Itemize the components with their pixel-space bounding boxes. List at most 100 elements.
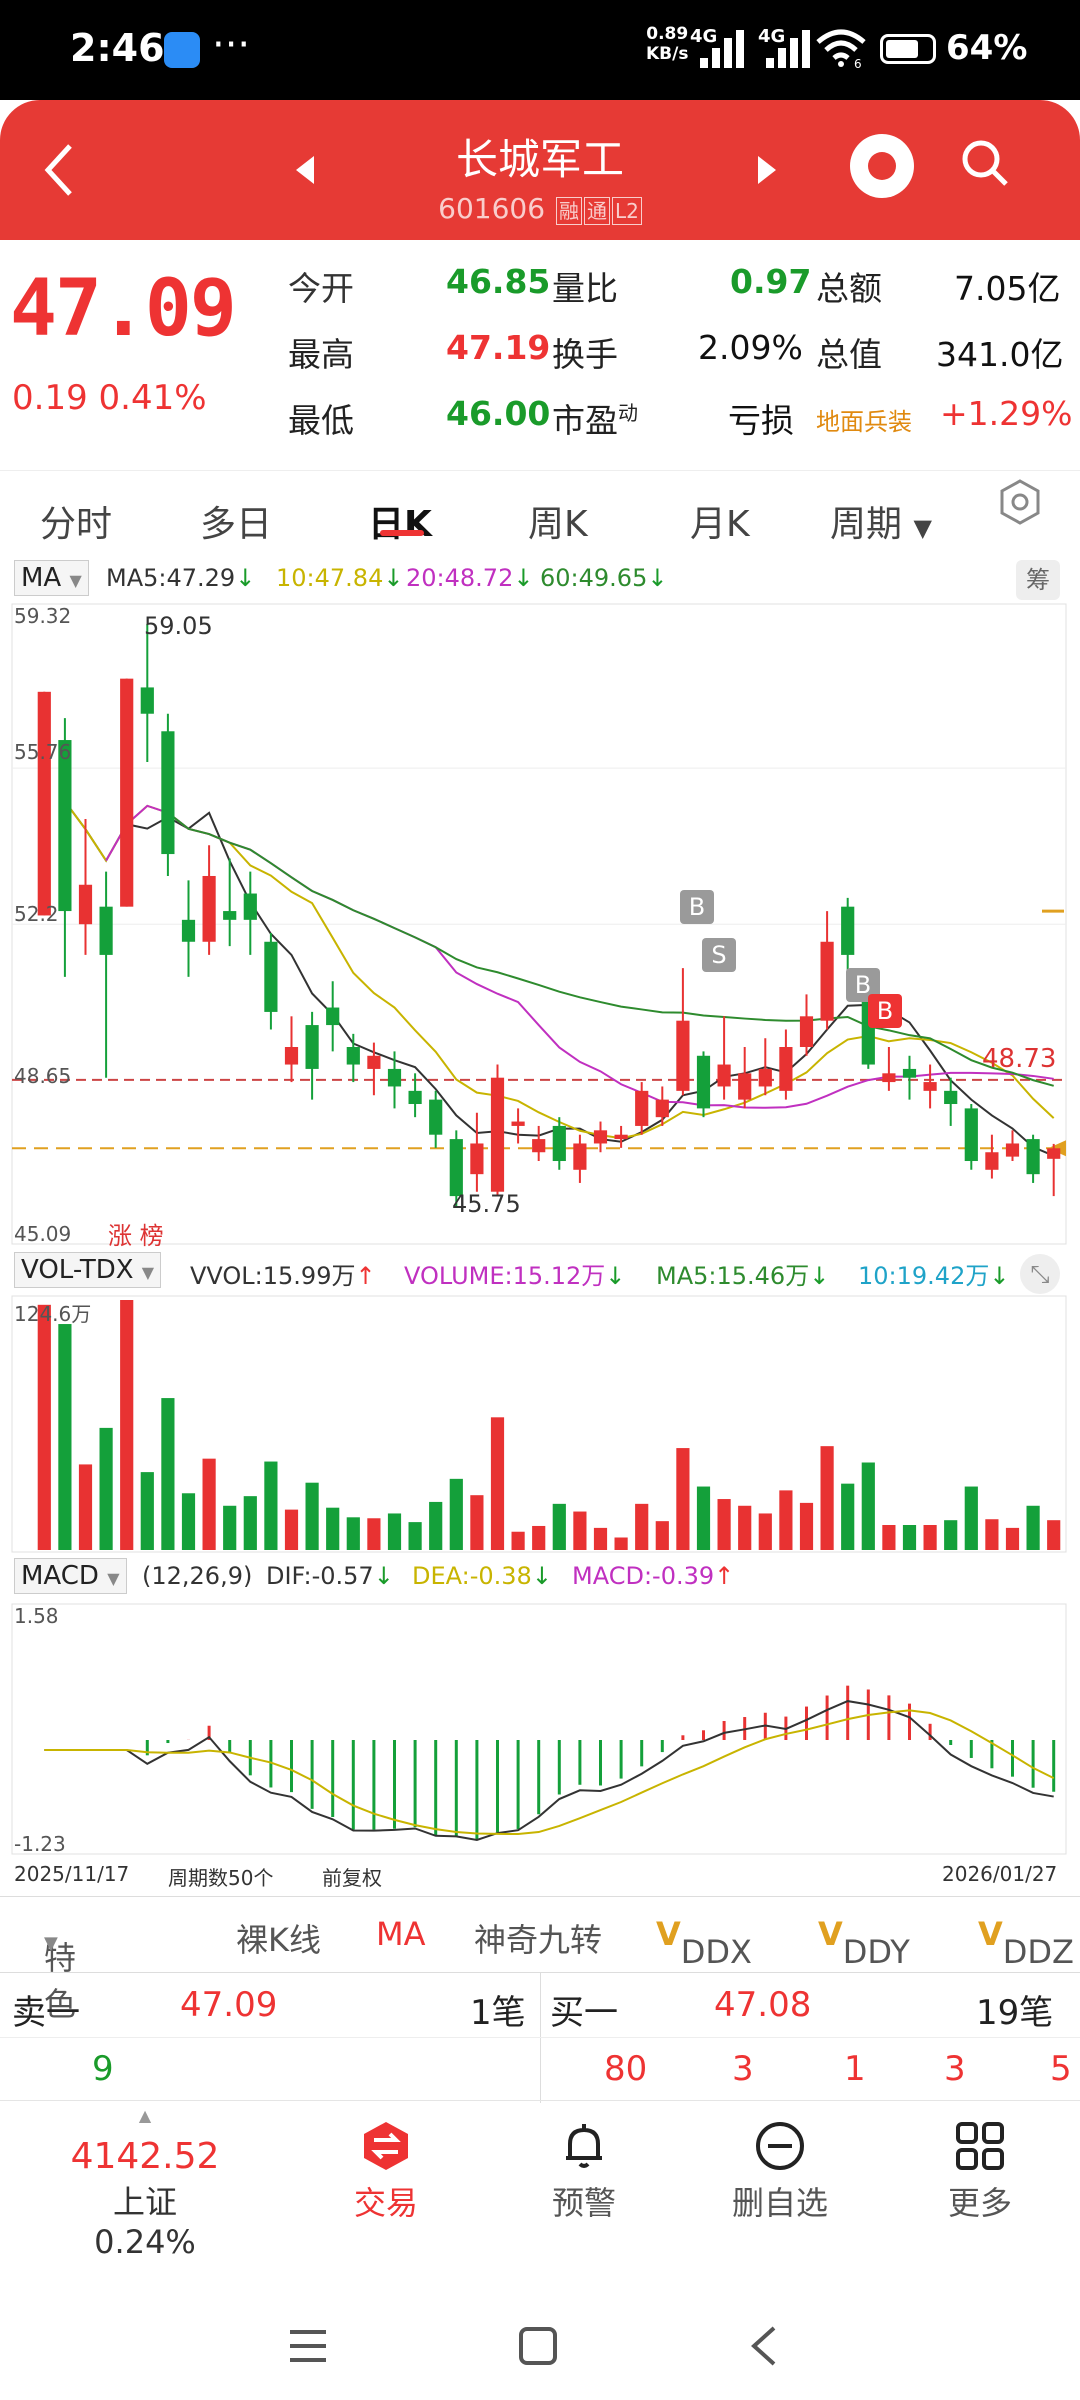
tool-ddy[interactable]: V DDY: [818, 1915, 910, 1971]
nav-trade[interactable]: 交易: [306, 2106, 466, 2224]
volume-bar: [593, 1527, 608, 1550]
candle-body: [923, 1082, 937, 1091]
volume-bar: [676, 1448, 690, 1550]
index-ticker[interactable]: ▲ 4142.52 上证 0.24%: [60, 2106, 230, 2261]
notification-app-icon: [164, 32, 200, 68]
candle-body: [779, 1047, 793, 1091]
ma10-line: [64, 800, 1055, 1140]
quote-value-low: 46.00: [446, 394, 551, 433]
signal-marker-sell[interactable]: S: [702, 938, 736, 972]
trade-icon: [364, 2122, 408, 2170]
tool-magic-nine[interactable]: 神奇九转: [474, 1921, 603, 1959]
connect-tag: 通: [583, 197, 610, 225]
macd-indicator-select[interactable]: MACD ▼: [14, 1558, 127, 1594]
period-count: 周期数50个: [168, 1866, 274, 1890]
volume-bar: [120, 1300, 134, 1550]
adjust-mode[interactable]: 前复权: [322, 1866, 382, 1890]
caret-up-icon: ▲: [138, 2106, 152, 2125]
net-speed: 0.89 KB/s: [646, 24, 689, 64]
chip-distribution-button[interactable]: 筹: [1016, 560, 1060, 600]
volume-bar: [58, 1324, 72, 1550]
candle-body: [470, 1143, 484, 1175]
candle-body: [820, 941, 834, 1021]
volume-bar: [284, 1509, 299, 1550]
signal-bars-2-icon: [766, 30, 816, 68]
vvol-value: VVOL:15.99万↑: [190, 1262, 376, 1290]
menu-icon[interactable]: [288, 2328, 328, 2364]
dif-line: [44, 1700, 1054, 1842]
nav-alert[interactable]: 预警: [504, 2106, 664, 2224]
candle-body: [408, 1090, 422, 1105]
home-icon[interactable]: [518, 2326, 558, 2366]
buy-queue-item: 80: [604, 2049, 648, 2089]
chevron-down-icon: ▼: [913, 514, 932, 542]
y-label-min: 45.09: [14, 1222, 72, 1246]
candle-body: [202, 875, 216, 942]
search-icon[interactable]: [960, 138, 1010, 188]
industry-sector-link[interactable]: 地面兵装: [816, 408, 912, 436]
candle-body: [593, 1130, 608, 1144]
volume-indicator-select[interactable]: VOL-TDX ▼: [14, 1252, 162, 1288]
volume-bar: [387, 1513, 402, 1550]
volume-bar: [429, 1501, 443, 1550]
tab-monthly-k[interactable]: 月K: [690, 504, 750, 545]
battery-icon: [880, 34, 936, 64]
tool-ddz[interactable]: V DDZ: [978, 1915, 1074, 1971]
ma-lines: [64, 800, 1055, 1157]
candle-body: [799, 1016, 814, 1048]
signal-marker-buy-active[interactable]: B: [868, 994, 902, 1028]
signal-bars-1-icon: [700, 30, 750, 68]
candle-body: [1005, 1143, 1020, 1157]
expand-icon[interactable]: ⤡: [1020, 1254, 1060, 1294]
industry-sector-change: +1.29%: [940, 394, 1073, 433]
candle-body: [120, 678, 134, 907]
volume-bar: [696, 1486, 711, 1550]
ma10-value: 10:47.84↓: [276, 564, 404, 592]
candle-body: [717, 1064, 731, 1087]
settings-hexagon-icon[interactable]: [996, 478, 1044, 526]
tab-daily-k[interactable]: 日K: [368, 504, 432, 545]
volume-bar: [243, 1496, 257, 1550]
limit-up-list-tag[interactable]: 涨 榜: [108, 1222, 164, 1250]
next-stock-icon[interactable]: [758, 156, 776, 184]
previous-stock-icon[interactable]: [296, 156, 314, 184]
volume-value: VOLUME:15.12万↓: [404, 1262, 626, 1290]
price-change: 0.19 0.41%: [12, 378, 207, 418]
volume-bar: [820, 1446, 834, 1550]
ma20-line: [105, 804, 1054, 1109]
signal-marker-buy[interactable]: B: [680, 890, 714, 924]
candle-body: [223, 911, 237, 920]
nav-remove-watchlist[interactable]: 删自选: [700, 2106, 860, 2224]
buy-queue-item: 3: [944, 2049, 966, 2089]
tab-weekly-k[interactable]: 周K: [528, 504, 588, 545]
volume-bar: [1026, 1505, 1040, 1550]
order-book: 卖一 47.09 1笔 买一 47.08 19笔 9 80 3 1 3 5: [0, 1972, 1080, 2103]
quote-label-pe: 市盈动: [552, 401, 638, 440]
tool-naked-k[interactable]: 裸K线: [236, 1921, 321, 1959]
nav-more[interactable]: 更多: [900, 2106, 1060, 2224]
main-indicator-select[interactable]: MA ▼: [14, 560, 89, 596]
volume-bar: [408, 1522, 422, 1550]
tab-multi-day[interactable]: 多日: [200, 504, 273, 545]
quote-value-high: 47.19: [446, 328, 551, 367]
more-notifications-icon: ···: [212, 22, 251, 68]
tab-period[interactable]: 周期 ▼: [830, 504, 932, 545]
candle-body: [758, 1068, 772, 1087]
volume-bar: [264, 1461, 278, 1550]
candle-body: [305, 1025, 319, 1069]
back-icon[interactable]: [40, 140, 80, 200]
tab-intraday[interactable]: 分时: [40, 504, 113, 545]
tool-ma[interactable]: MA: [376, 1915, 426, 1953]
candle-body: [944, 1090, 958, 1105]
volume-bar: [202, 1458, 216, 1550]
candle-body: [1026, 1139, 1040, 1175]
macd-bars: [44, 1685, 1056, 1842]
battery-fill: [886, 40, 918, 58]
tool-ddx[interactable]: V DDX: [656, 1915, 752, 1971]
volume-bar: [326, 1507, 340, 1550]
back-nav-icon[interactable]: [748, 2324, 778, 2368]
candle-body: [985, 1152, 999, 1170]
candle-body: [532, 1139, 546, 1153]
assistant-mascot-icon[interactable]: [850, 134, 914, 198]
